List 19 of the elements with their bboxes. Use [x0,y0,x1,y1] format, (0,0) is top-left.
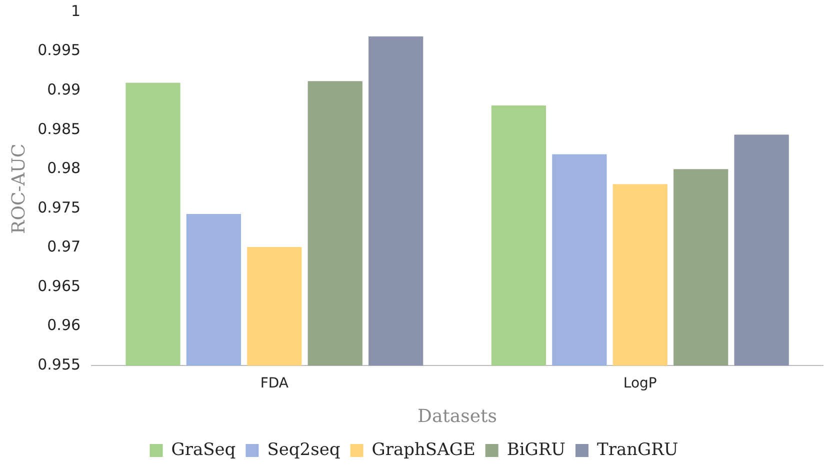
y-tick-label: 0.985 [38,120,81,138]
legend-label: Seq2seq [267,440,340,460]
legend-label: GraSeq [171,440,236,460]
y-tick-label: 0.955 [38,355,81,374]
y-tick-label: 0.995 [38,41,81,60]
x-tick-label: LogP [623,376,657,392]
y-tick-label: 0.96 [47,316,81,334]
y-tick-label: 0.965 [38,276,81,295]
y-tick-label: 0.975 [38,198,81,216]
legend-label: TranGRU [596,440,678,460]
legend-label: GraphSAGE [372,440,476,460]
y-axis-title: ROC-AUC [8,144,30,234]
legend-label: BiGRU [506,440,566,460]
y-tick-label: 0.97 [47,238,81,256]
y-tick-label: 1 [70,2,81,20]
y-tick-label: 0.98 [47,159,81,178]
y-tick-label: 0.99 [47,80,81,98]
x-tick-label: FDA [260,376,289,392]
x-axis-title: Datasets [418,406,498,427]
